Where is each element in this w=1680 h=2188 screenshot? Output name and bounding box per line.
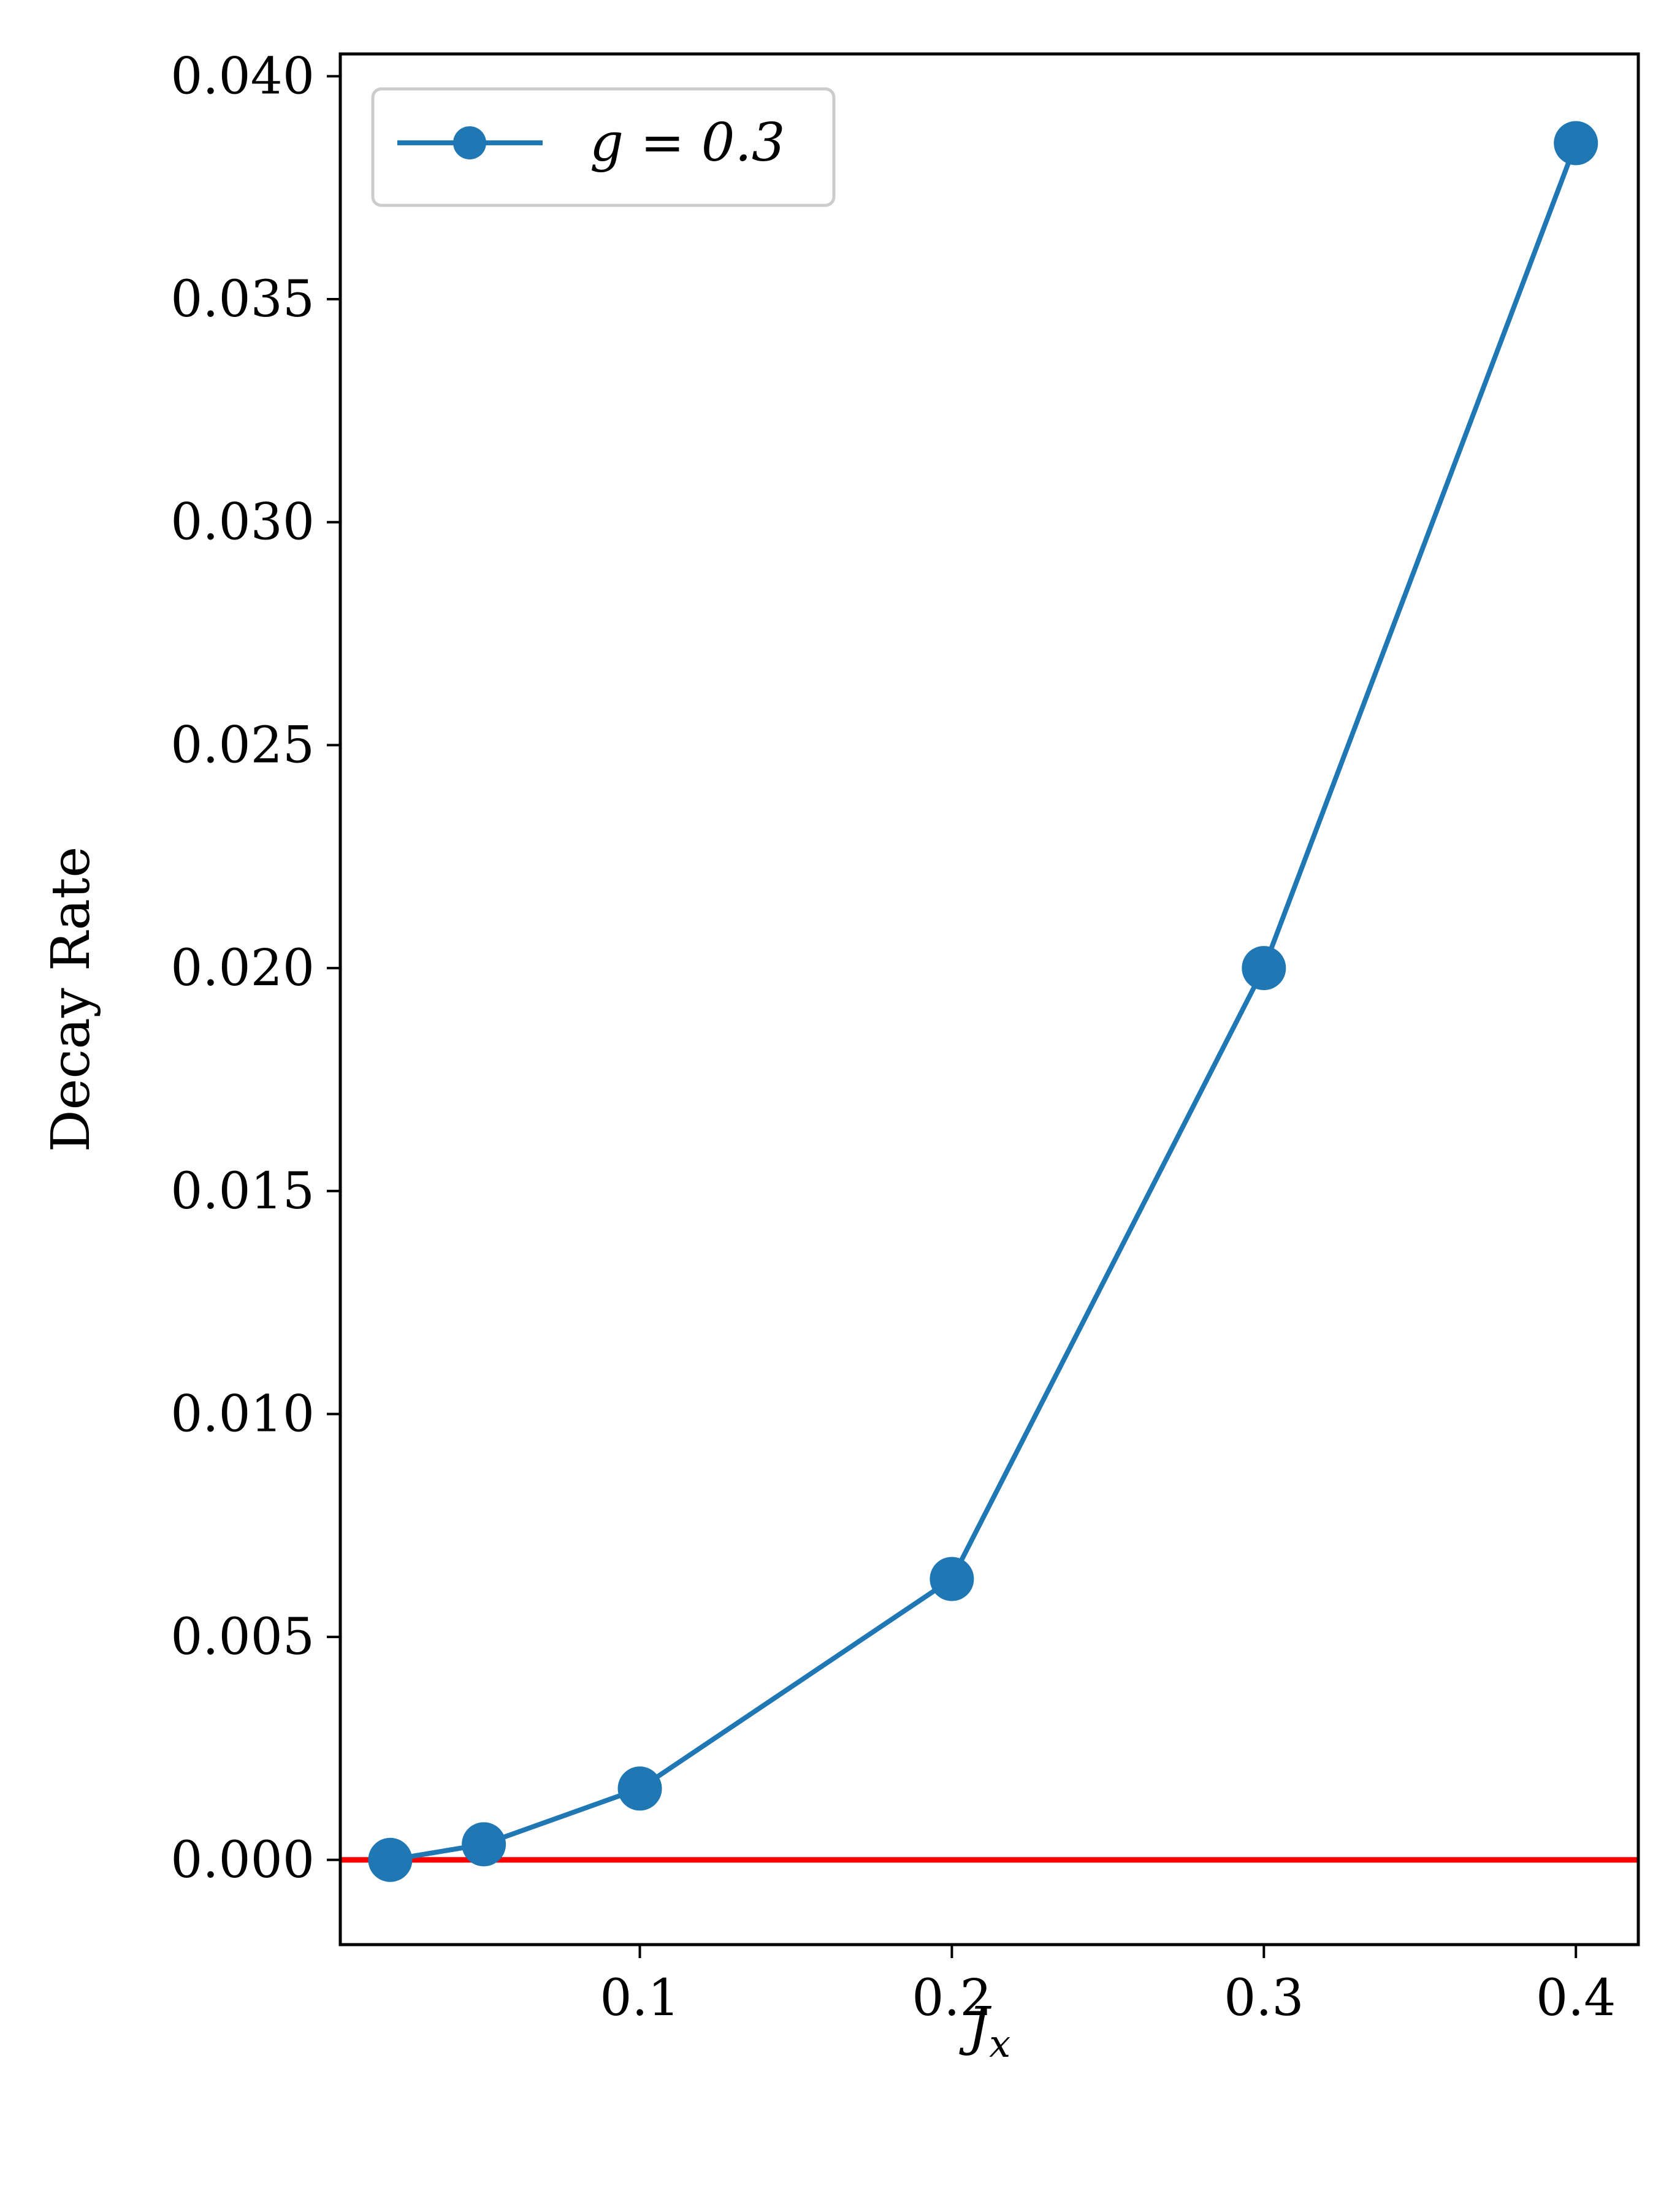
y-tick-label: 0.030 xyxy=(170,494,315,552)
y-tick-label: 0.025 xyxy=(170,716,315,774)
x-tick-label: 0.4 xyxy=(1536,1969,1616,2027)
data-point xyxy=(1554,121,1598,166)
x-tick-label: 0.3 xyxy=(1224,1969,1304,2027)
x-axis-label-subscript: x xyxy=(989,2021,1010,2066)
y-tick-label: 0.035 xyxy=(170,270,315,329)
y-axis-ticks: 0.000 0.005 0.010 0.015 0.020 0.025 0.030 0.035… xyxy=(170,47,340,1889)
legend-entry-label: g = 0.3 xyxy=(590,112,785,173)
data-point xyxy=(617,1766,662,1811)
data-point xyxy=(1242,946,1286,991)
x-tick-label: 0.2 xyxy=(912,1969,991,2027)
plot-area-frame xyxy=(338,52,1640,1946)
y-tick-label: 0.000 xyxy=(170,1831,315,1889)
series-layer xyxy=(368,121,1598,1882)
legend: g = 0.3 xyxy=(371,87,836,207)
y-tick-label: 0.020 xyxy=(170,939,315,997)
data-point xyxy=(930,1557,974,1601)
legend-marker-swatch xyxy=(453,126,486,159)
y-axis-label: Decay Rate xyxy=(40,847,102,1153)
legend-box xyxy=(371,87,836,207)
y-tick-label: 0.005 xyxy=(170,1608,315,1666)
data-point xyxy=(462,1822,506,1867)
data-point xyxy=(368,1837,413,1882)
y-tick-label: 0.010 xyxy=(170,1385,315,1443)
y-tick-label: 0.015 xyxy=(170,1162,315,1221)
x-axis-ticks: 0.1 0.2 0.3 0.4 xyxy=(600,1945,1616,2027)
y-tick-label: 0.040 xyxy=(170,47,315,105)
x-tick-label: 0.1 xyxy=(600,1969,679,2027)
